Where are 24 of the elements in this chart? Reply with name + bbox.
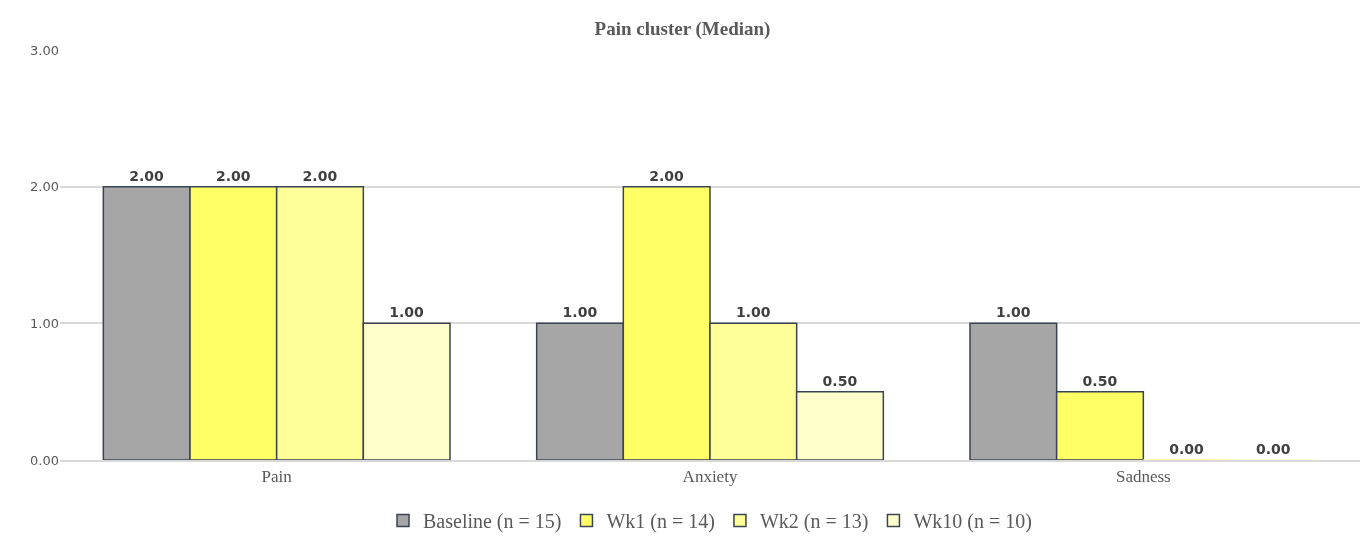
data-label: 0.00 xyxy=(1169,441,1205,457)
legend-label: Wk10 (n = 10) xyxy=(913,510,1032,534)
data-label: 0.00 xyxy=(1255,441,1291,457)
x-tick-label: Pain xyxy=(261,467,293,487)
x-tick-label: Sadness xyxy=(1115,467,1171,487)
chart-title: Pain cluster (Median) xyxy=(594,18,771,41)
data-label: 1.00 xyxy=(389,304,425,321)
y-tick-label: 1.00 xyxy=(30,315,59,331)
data-label: 2.00 xyxy=(215,167,251,184)
data-label: 2.00 xyxy=(649,167,685,184)
y-tick-label: 2.00 xyxy=(30,179,59,195)
legend-label: Baseline (n = 15) xyxy=(423,510,562,534)
legend-label: Wk2 (n = 13) xyxy=(759,510,869,534)
y-tick-label: 0.00 xyxy=(30,452,59,468)
legend-label: Wk1 (n = 14) xyxy=(606,510,715,534)
data-label: 2.00 xyxy=(302,167,338,184)
data-label: 1.00 xyxy=(562,304,598,321)
data-label: 0.50 xyxy=(822,372,858,389)
data-label: 1.00 xyxy=(995,304,1031,321)
y-tick-label: 3.00 xyxy=(30,42,59,58)
x-tick-label: Anxiety xyxy=(682,467,738,487)
data-label: 2.00 xyxy=(129,167,165,184)
data-label: 1.00 xyxy=(735,304,771,321)
data-label: 0.50 xyxy=(1082,372,1118,389)
